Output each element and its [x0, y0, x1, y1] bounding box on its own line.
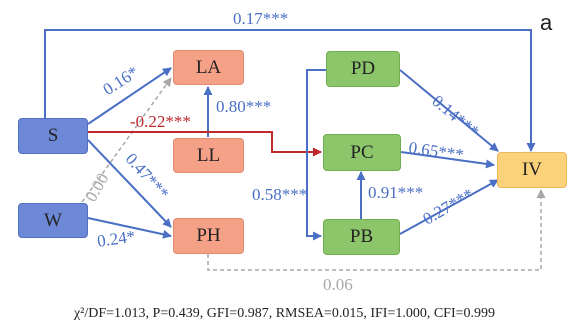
path-s-iv [44, 29, 536, 152]
coef-ll-la: 0.80*** [216, 97, 272, 116]
node-iv: IV [497, 152, 567, 188]
node-w: W [18, 203, 88, 238]
node-s: S [18, 118, 88, 154]
node-ll: LL [173, 138, 244, 173]
coef-s-iv: 0.17*** [233, 9, 289, 28]
coef-s-pc: -0.22*** [130, 112, 191, 131]
node-pd: PD [326, 51, 400, 87]
coef-pb-pc: 0.91*** [368, 183, 424, 202]
path-pc-iv [400, 151, 495, 169]
coef-ph-iv: 0.06 [323, 275, 353, 294]
node-la: LA [173, 50, 244, 85]
path-w-la [81, 77, 172, 203]
path-pb-iv [399, 179, 499, 235]
path-s-ph [87, 139, 172, 228]
fit-indices: χ²/DF=1.013, P=0.439, GFI=0.987, RMSEA=0… [73, 306, 496, 321]
node-pc: PC [323, 134, 401, 171]
panel-label: a [540, 10, 553, 35]
node-ph: PH [173, 218, 244, 254]
path-w-ph [87, 217, 172, 239]
node-pb: PB [323, 219, 400, 255]
coef-pd-pb: 0.58*** [252, 185, 308, 204]
path-pd-iv [399, 69, 499, 152]
path-ph-iv [207, 189, 546, 271]
path-s-la [87, 67, 172, 125]
path-pd-pb [306, 69, 326, 241]
path-s-pc [88, 131, 322, 157]
